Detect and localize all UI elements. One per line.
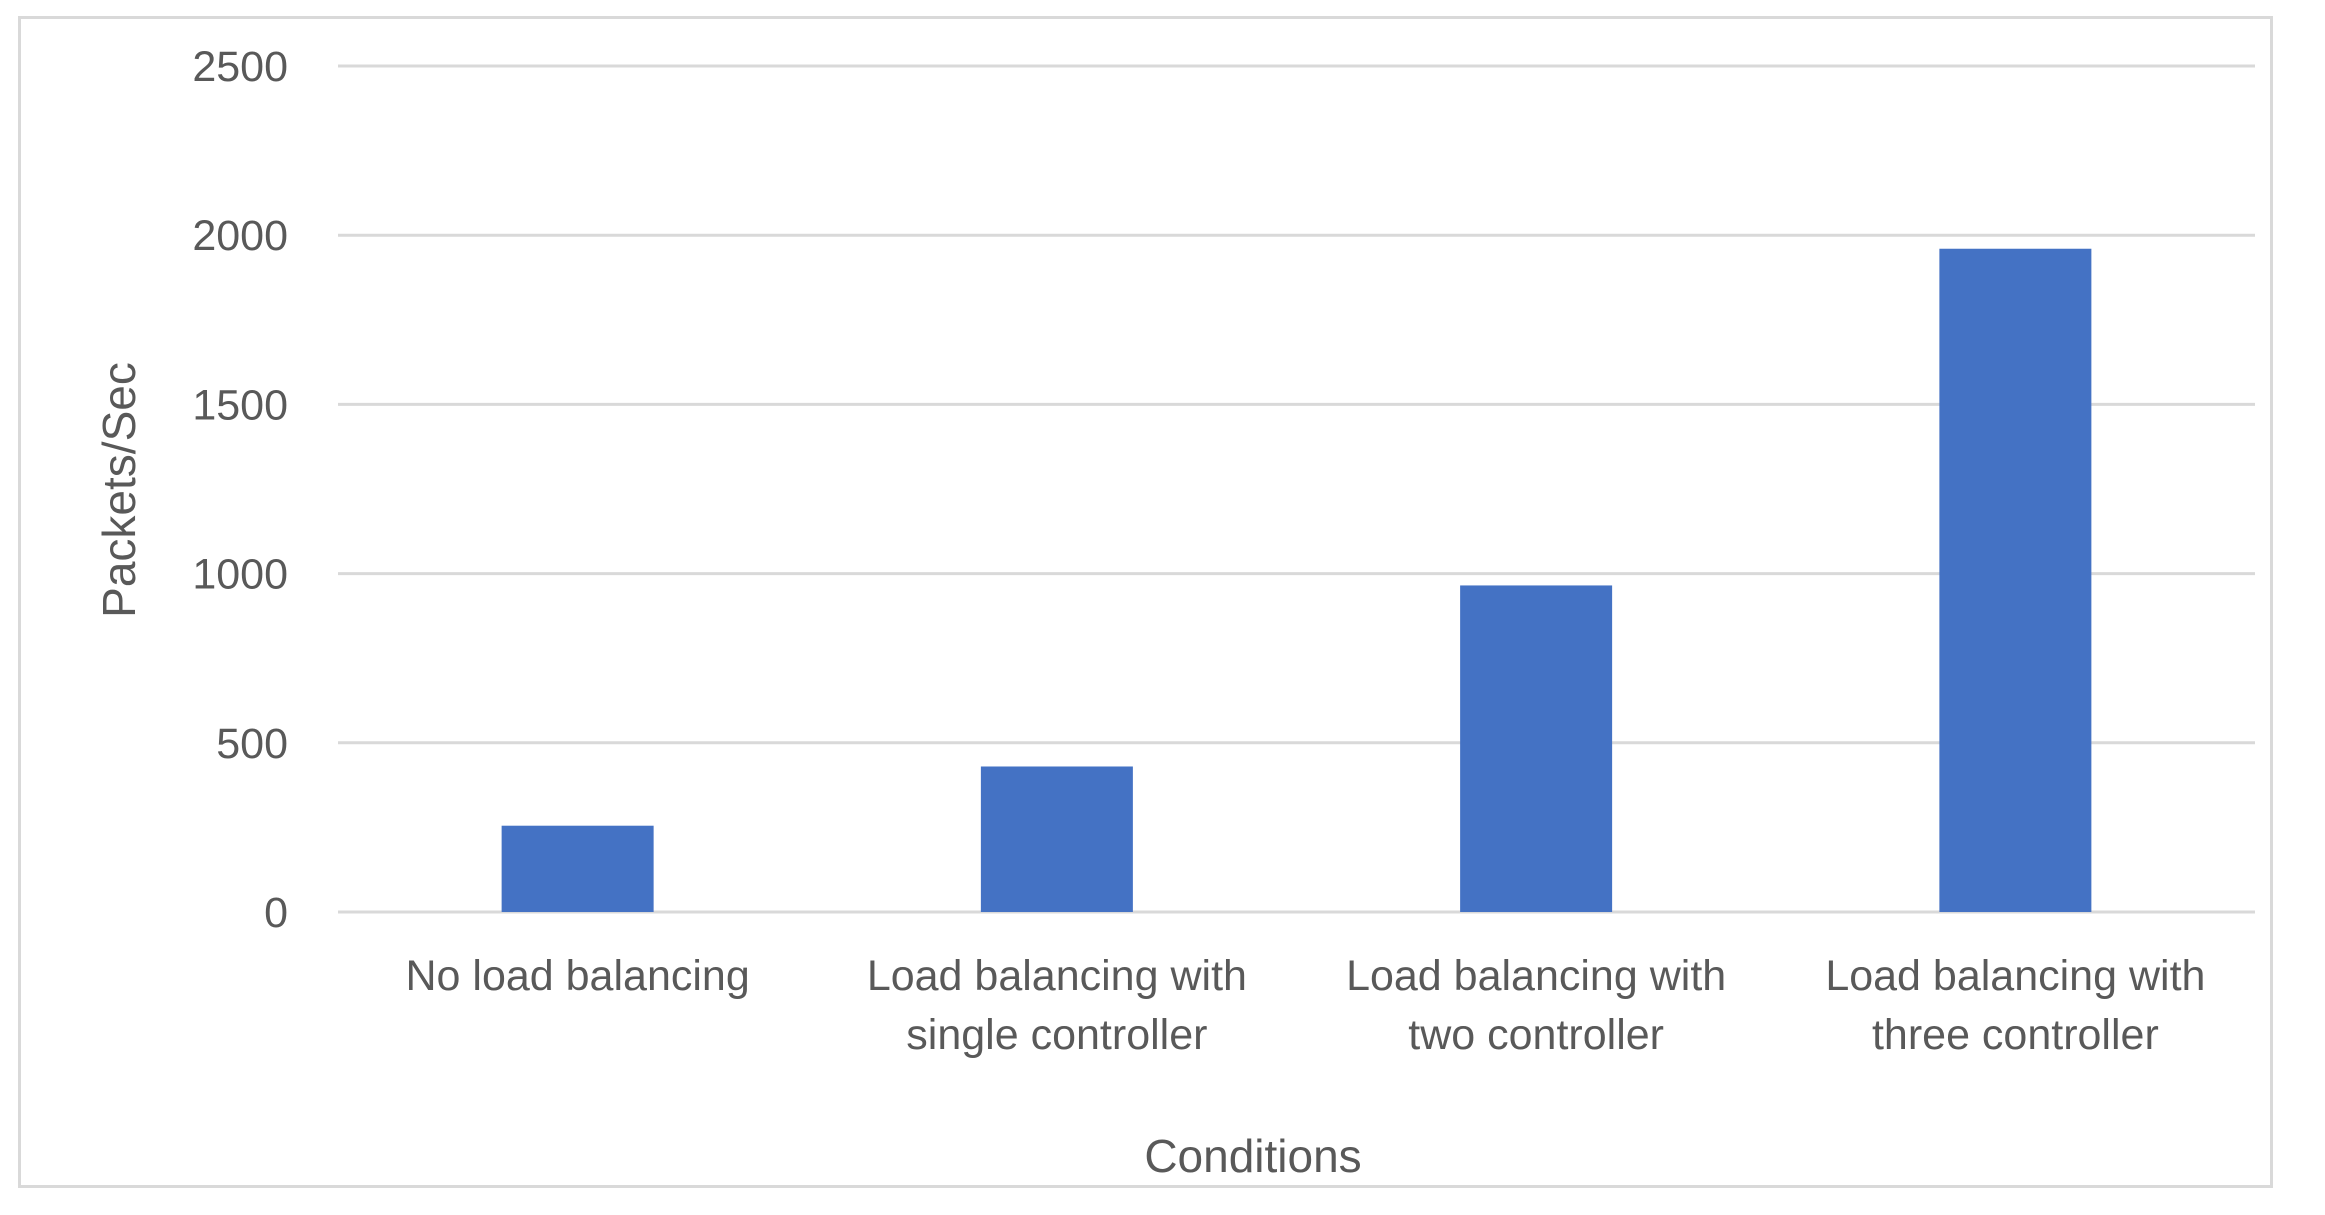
y-tick-label: 0 (264, 889, 288, 937)
y-tick-label: 2500 (192, 43, 288, 91)
y-tick-labels: 0 500 1000 1500 2000 2500 (192, 43, 288, 937)
x-axis-title: Conditions (1144, 1130, 1361, 1182)
gridlines (338, 64, 2255, 914)
bars (501, 248, 2092, 913)
y-tick-label: 500 (216, 720, 288, 768)
bar (1939, 248, 2092, 913)
bar (1460, 585, 1613, 912)
x-category-label: Load balancing with (1346, 952, 1726, 1000)
x-category-labels: No load balancing Load balancing with sing… (405, 952, 2205, 1059)
x-category-label: No load balancing (405, 952, 749, 1000)
x-category-label: three controller (1872, 1011, 2159, 1059)
y-tick-label: 1500 (192, 381, 288, 429)
chart-frame (18, 16, 2273, 1188)
bar (980, 766, 1133, 912)
x-category-label: Load balancing with (867, 952, 1247, 1000)
x-category-label: single controller (906, 1011, 1207, 1059)
y-axis-title: Packets/Sec (93, 362, 145, 618)
y-tick-label: 2000 (192, 212, 288, 260)
x-category-label: two controller (1408, 1011, 1664, 1059)
y-tick-label: 1000 (192, 551, 288, 599)
bar (501, 825, 654, 912)
x-category-label: Load balancing with (1825, 952, 2205, 1000)
